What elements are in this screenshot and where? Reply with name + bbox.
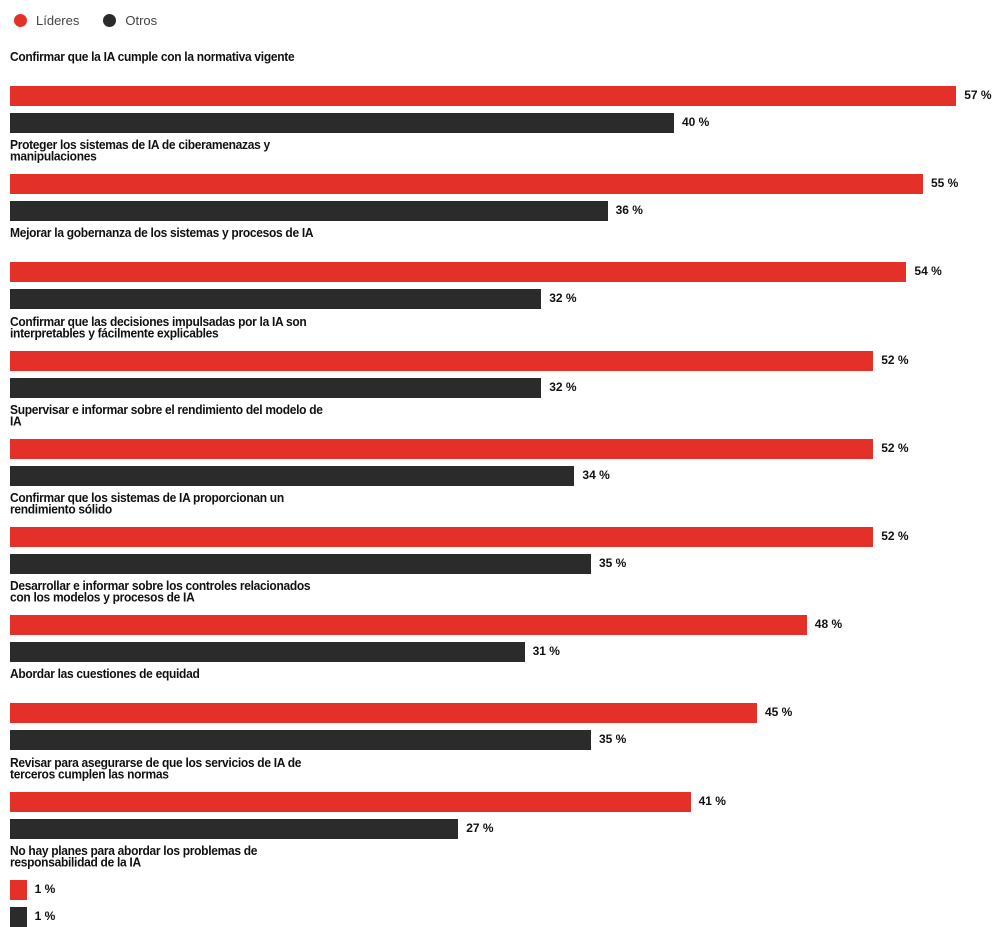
- bar-lideres: [10, 86, 957, 106]
- bar-lideres: [10, 879, 27, 900]
- category-label-line: Confirmar que las decisiones impulsadas …: [10, 313, 307, 329]
- value-label: 55 %: [931, 176, 959, 191]
- category-label-line: manipulaciones: [10, 149, 97, 164]
- value-label: 1 %: [34, 908, 56, 923]
- category-label-line: Revisar para asegurarse de que los servi…: [10, 754, 302, 770]
- bar-lideres: [10, 703, 757, 724]
- bar-lideres: [10, 791, 691, 812]
- legend: Líderes Otros: [10, 10, 177, 30]
- bar-lideres: [10, 615, 807, 636]
- category-label-line: Mejorar la gobernanza de los sistemas y …: [10, 226, 314, 241]
- value-label: 1 %: [34, 881, 56, 896]
- category-label-line: Confirmar que la IA cumple con la normat…: [10, 49, 295, 65]
- bar-otros: [10, 906, 27, 927]
- value-label: 45 %: [765, 705, 793, 720]
- value-label: 34 %: [582, 467, 610, 482]
- category-label-line: interpretables y fácilmente explicables: [10, 325, 219, 341]
- bar-otros: [10, 289, 542, 310]
- bar-otros: [10, 554, 591, 574]
- value-label: 48 %: [814, 617, 843, 632]
- value-label: 52 %: [881, 440, 909, 455]
- value-label: 36 %: [615, 203, 643, 218]
- bar-lideres: [10, 262, 907, 283]
- bar-lideres: [10, 527, 874, 547]
- value-label: 40 %: [682, 115, 710, 129]
- legend-dot-otros: [103, 13, 117, 27]
- category-label: Abordar las cuestiones de equidad: [10, 667, 390, 682]
- bar-otros: [10, 730, 591, 751]
- category-label: Desarrollar e informar sobre los control…: [10, 578, 390, 605]
- bar-otros: [10, 113, 674, 133]
- legend-label-lideres: Líderes: [36, 12, 80, 28]
- value-label: 52 %: [881, 529, 909, 543]
- value-label: 57 %: [964, 88, 992, 102]
- legend-label-otros: Otros: [125, 12, 158, 28]
- category-label-line: Supervisar e informar sobre el rendimien…: [10, 402, 323, 417]
- category-label-line: con los modelos y procesos de IA: [10, 590, 195, 605]
- value-label: 54 %: [914, 264, 942, 279]
- value-label: 27 %: [466, 820, 494, 835]
- bar-lideres: [10, 174, 923, 195]
- value-label: 52 %: [881, 352, 909, 367]
- category-label-line: responsabilidad de la IA: [10, 854, 141, 870]
- value-label: 35 %: [599, 556, 627, 570]
- category-label: Revisar para asegurarse de que los servi…: [10, 754, 390, 782]
- value-label: 35 %: [599, 732, 627, 747]
- category-label: Confirmar que la IA cumple con la normat…: [10, 49, 390, 65]
- category-label-line: IA: [10, 413, 22, 429]
- category-label: Confirmar que las decisiones impulsadas …: [10, 313, 390, 341]
- bar-otros: [10, 818, 459, 839]
- bar-otros: [10, 377, 542, 398]
- category-label-line: terceros cumplen las normas: [10, 766, 169, 782]
- category-label: Mejorar la gobernanza de los sistemas y …: [10, 226, 390, 241]
- category-label: Confirmar que los sistemas de IA proporc…: [10, 490, 390, 517]
- value-label: 41 %: [698, 793, 726, 808]
- category-label-line: rendimiento sólido: [10, 501, 112, 517]
- value-label: 32 %: [549, 291, 577, 306]
- category-label-line: Abordar las cuestiones de equidad: [10, 667, 200, 682]
- bar-lideres: [10, 350, 874, 371]
- value-label: 32 %: [549, 379, 577, 394]
- bar-otros: [10, 642, 525, 663]
- bar-otros: [10, 201, 608, 222]
- bar-lideres: [10, 438, 874, 459]
- category-label: Proteger los sistemas de IA de ciberamen…: [10, 137, 390, 164]
- category-label-line: Desarrollar e informar sobre los control…: [10, 578, 311, 594]
- legend-item-otros[interactable]: Otros: [99, 13, 157, 28]
- category-label-line: No hay planes para abordar los problemas…: [10, 843, 258, 858]
- value-label: 31 %: [532, 644, 560, 659]
- legend-item-lideres[interactable]: Líderes: [10, 13, 79, 28]
- legend-dot-lideres: [14, 13, 27, 27]
- category-label-line: Proteger los sistemas de IA de ciberamen…: [10, 137, 270, 153]
- bar-otros: [10, 465, 575, 486]
- category-label: Supervisar e informar sobre el rendimien…: [10, 402, 390, 429]
- category-label-line: Confirmar que los sistemas de IA proporc…: [10, 490, 284, 506]
- category-label: No hay planes para abordar los problemas…: [10, 843, 390, 870]
